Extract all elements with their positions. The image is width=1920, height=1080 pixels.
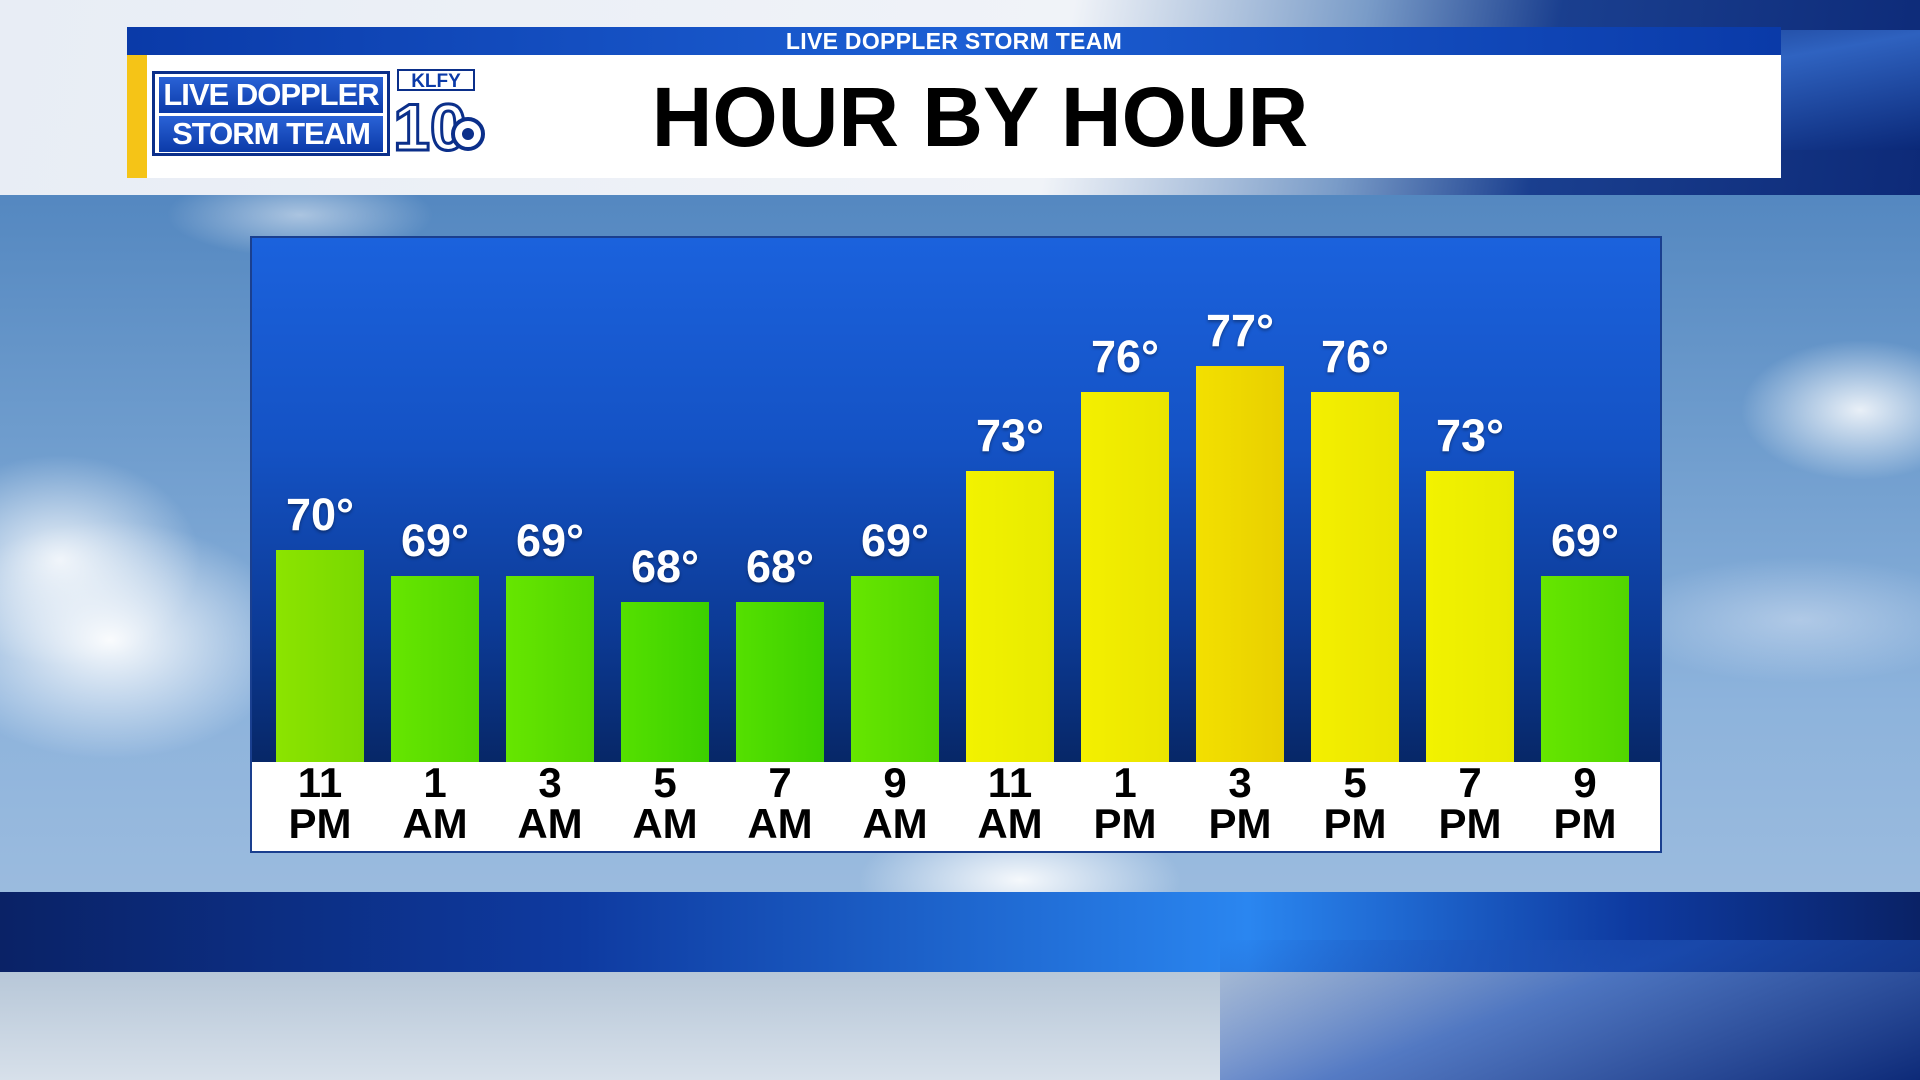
storm-team-logo: LIVE DOPPLER STORM TEAM <box>152 71 390 156</box>
bar-value-label-9: 76° <box>1320 331 1390 383</box>
x-tick-period-1: AM <box>402 800 468 847</box>
x-tick-period-5: AM <box>862 800 928 847</box>
logo-line-1: LIVE DOPPLER <box>159 77 383 113</box>
bar-value-label-8: 77° <box>1205 305 1275 357</box>
bar-value-label-7: 76° <box>1090 331 1160 383</box>
x-tick-hour-9: 5 <box>1343 759 1367 806</box>
logo-line-2: STORM TEAM <box>159 116 383 152</box>
x-tick-label-3: 5 AM <box>605 762 725 851</box>
x-tick-label-0: 11 PM <box>260 762 380 851</box>
x-tick-label-1: 1 AM <box>375 762 495 851</box>
bar-value-label-0: 70° <box>285 488 355 540</box>
bar-8 <box>1196 366 1284 762</box>
x-tick-label-4: 7 AM <box>720 762 840 851</box>
station-call: KLFY <box>411 71 461 92</box>
x-tick-period-0: PM <box>288 800 352 847</box>
bar-0 <box>276 549 364 762</box>
bar-2 <box>506 575 594 762</box>
x-tick-hour-0: 11 <box>297 759 343 806</box>
x-tick-label-9: 5 PM <box>1295 762 1415 851</box>
bar-6 <box>966 471 1054 762</box>
bar-value-label-3: 68° <box>630 541 700 592</box>
header-strip: LIVE DOPPLER STORM TEAM <box>127 27 1781 55</box>
x-tick-hour-2: 3 <box>538 759 562 806</box>
x-tick-hour-10: 7 <box>1458 759 1482 806</box>
bar-value-label-11: 69° <box>1550 514 1620 566</box>
page-title: HOUR BY HOUR <box>651 70 1309 164</box>
x-tick-label-8: 3 PM <box>1180 762 1300 851</box>
x-tick-label-7: 1 PM <box>1065 762 1185 851</box>
bar-value-label-10: 73° <box>1435 410 1505 461</box>
x-tick-label-2: 3 AM <box>490 762 610 851</box>
bar-1 <box>391 575 479 762</box>
x-tick-label-10: 7 PM <box>1410 762 1530 851</box>
x-tick-period-6: AM <box>977 800 1043 847</box>
plot-area <box>252 238 1660 762</box>
bar-value-label-4: 68° <box>745 541 815 592</box>
x-tick-period-7: PM <box>1093 800 1157 847</box>
x-tick-hour-8: 3 <box>1228 759 1252 806</box>
x-tick-hour-6: 11 <box>987 759 1033 806</box>
x-tick-period-4: AM <box>747 800 813 847</box>
bar-10 <box>1426 471 1514 762</box>
x-tick-label-11: 9 PM <box>1525 762 1645 851</box>
x-tick-period-2: AM <box>517 800 583 847</box>
bar-3 <box>621 602 709 762</box>
bottom-streak <box>1220 940 1920 1080</box>
x-tick-hour-7: 1 <box>1113 759 1137 806</box>
bar-11 <box>1541 575 1629 762</box>
x-tick-hour-5: 9 <box>883 759 907 806</box>
bar-9 <box>1311 392 1399 762</box>
x-tick-hour-11: 9 <box>1573 759 1597 806</box>
title-accent <box>127 55 147 178</box>
bar-value-label-1: 69° <box>400 514 470 566</box>
bar-value-label-5: 69° <box>860 514 930 566</box>
bar-value-label-2: 69° <box>515 514 585 566</box>
x-tick-hour-3: 5 <box>653 759 677 806</box>
chart-frame <box>250 236 1662 853</box>
x-tick-label-5: 9 AM <box>835 762 955 851</box>
bar-7 <box>1081 392 1169 762</box>
x-tick-label-6: 11 AM <box>950 762 1070 851</box>
x-tick-period-3: AM <box>632 800 698 847</box>
station-logo-icon: KLFY 10 <box>394 69 485 158</box>
x-tick-period-11: PM <box>1553 800 1617 847</box>
bar-5 <box>851 575 939 762</box>
x-tick-period-10: PM <box>1438 800 1502 847</box>
x-tick-hour-4: 7 <box>768 759 792 806</box>
x-tick-period-9: PM <box>1323 800 1387 847</box>
x-tick-hour-1: 1 <box>423 759 447 806</box>
x-tick-period-8: PM <box>1208 800 1272 847</box>
bar-value-label-6: 73° <box>975 410 1045 461</box>
x-axis-strip <box>252 762 1660 851</box>
bar-4 <box>736 602 824 762</box>
